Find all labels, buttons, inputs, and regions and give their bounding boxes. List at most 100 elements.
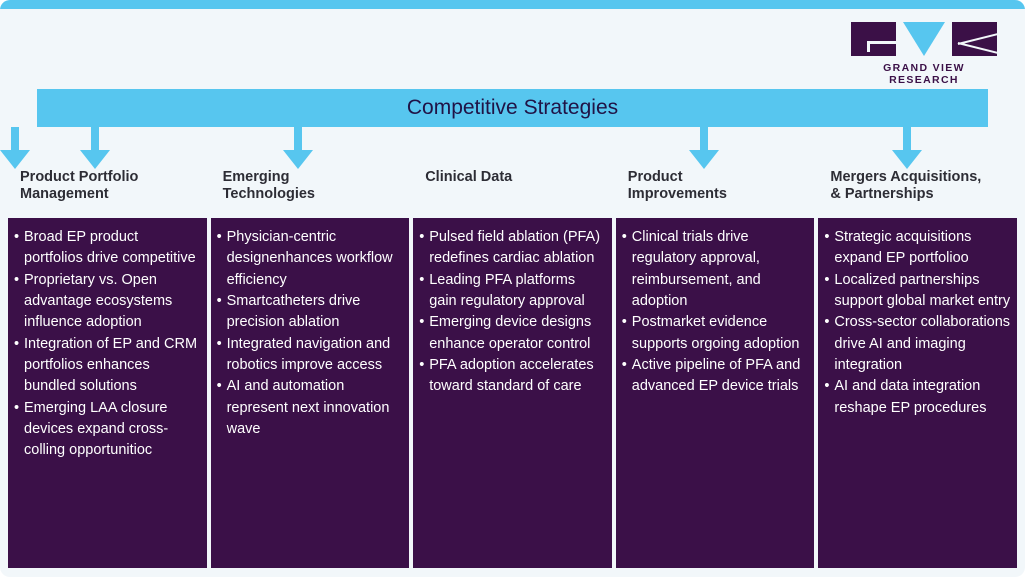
column-body: • Broad EP product portfolios drive compe… <box>8 218 207 568</box>
list-item: • Smartcatheters drive precision ablation <box>215 291 404 334</box>
bullet-dot: • <box>824 378 830 395</box>
bullet-dot: • <box>621 314 627 331</box>
column-emerging-technologies: Emerging Technologies • Physician-centric… <box>210 168 410 568</box>
column-product-improvements: Product Improvements • Clinical trials dr… <box>615 168 815 568</box>
bullet-list: • Strategic acquisitions expand EP portfo… <box>822 227 1011 419</box>
logo-letter-g <box>851 22 896 56</box>
list-item: • AI and data integration reshape EP proc… <box>822 376 1011 419</box>
logo-wordmark: GRAND VIEW RESEARCH <box>883 62 965 86</box>
column-header-line: Clinical Data <box>425 169 513 185</box>
column-header: Product Portfolio Management <box>8 168 207 218</box>
logo-marks <box>851 22 997 56</box>
down-arrow-connector-5 <box>892 127 922 169</box>
list-item: • Emerging device designs enhance operato… <box>417 312 606 355</box>
bullet-dot: • <box>621 229 627 245</box>
column-header: Product Improvements <box>616 168 815 218</box>
arrow-head <box>80 150 110 169</box>
bullet-dot: • <box>14 335 20 352</box>
list-item: • Physician-centric designenhances workfl… <box>215 227 404 291</box>
bullet-text: Localized partnerships support global ma… <box>834 271 1011 309</box>
strategy-columns: Product Portfolio Management • Broad EP p… <box>8 168 1017 568</box>
top-accent-bar <box>0 0 1025 9</box>
bullet-dot: • <box>419 229 425 245</box>
bullet-dot: • <box>14 399 20 416</box>
bullet-text: Leading PFA platforms gain regulatory ap… <box>429 271 585 309</box>
bullet-dot: • <box>14 271 20 288</box>
bullet-text: Physician-centric designenhances workflo… <box>226 229 393 288</box>
list-item: • Cross-sector collaborations drive AI an… <box>822 312 1011 376</box>
bullet-text: Emerging LAA closure devices expand cros… <box>24 399 169 459</box>
list-item: • Postmarket evidence supports orgoing ad… <box>620 312 809 355</box>
logo-g-bar <box>867 41 896 44</box>
bullet-text: Postmarket evidence supports orgoing ado… <box>631 314 800 352</box>
down-arrow-connector-3 <box>0 127 30 169</box>
column-header-line: Product Portfolio <box>20 169 139 185</box>
arrow-stem <box>903 127 911 151</box>
arrow-head <box>0 150 30 169</box>
bullet-list: • Pulsed field ablation (PFA) redefines c… <box>417 227 606 398</box>
column-body: • Pulsed field ablation (PFA) redefines c… <box>413 218 612 568</box>
column-clinical-data: Clinical Data • Pulsed field ablation (PF… <box>413 168 612 568</box>
column-header-line: Emerging <box>222 169 290 185</box>
down-arrow-connector-2 <box>283 127 313 169</box>
banner-title: Competitive Strategies <box>406 96 619 119</box>
bullet-text: PFA adoption accelerates toward standard… <box>429 356 594 395</box>
arrow-head <box>283 150 313 169</box>
bullet-text: Clinical trials drive regulatory approva… <box>631 229 761 309</box>
column-header: Clinical Data <box>413 168 612 218</box>
bullet-text: Cross-sector collaborations drive AI and… <box>834 314 1011 373</box>
column-body: • Strategic acquisitions expand EP portfo… <box>818 218 1017 568</box>
arrow-stem <box>91 127 99 151</box>
bullet-text: Integrated navigation and robotics impro… <box>226 335 391 373</box>
bullet-dot: • <box>419 356 425 373</box>
column-body: • Clinical trials drive regulatory approv… <box>615 218 815 568</box>
arrow-stem <box>294 127 302 151</box>
bullet-dot: • <box>216 229 222 245</box>
column-header: Emerging Technologies <box>211 168 410 218</box>
bullet-dot: • <box>824 229 830 245</box>
down-arrow-connector-1 <box>80 127 110 169</box>
list-item: • Integration of EP and CRM portfolios en… <box>12 334 201 398</box>
column-header-line: & Partnerships <box>830 186 934 203</box>
logo-letter-v-triangle <box>903 22 945 56</box>
column-header-line: Management <box>20 186 109 203</box>
bullet-text: Pulsed field ablation (PFA) redefines ca… <box>429 229 601 267</box>
column-header-line: Product <box>627 169 683 185</box>
bullet-text: Active pipeline of PFA and advanced EP d… <box>631 356 801 395</box>
competitive-strategies-banner: Competitive Strategies <box>37 89 988 127</box>
down-arrow-connector-4 <box>689 127 719 169</box>
list-item: • Integrated navigation and robotics impr… <box>215 334 404 377</box>
bullet-text: Strategic acquisitions expand EP portfol… <box>834 229 972 267</box>
list-item: • Localized partnerships support global m… <box>822 270 1011 313</box>
bullet-text: Integration of EP and CRM portfolios enh… <box>24 335 198 395</box>
arrow-connectors <box>0 127 1025 169</box>
bullet-list: • Broad EP product portfolios drive compe… <box>12 227 201 461</box>
column-header: Mergers Acquisitions, & Partnerships <box>818 168 1017 218</box>
bullet-dot: • <box>419 271 425 288</box>
list-item: • Strategic acquisitions expand EP portfo… <box>822 227 1011 270</box>
list-item: • Proprietary vs. Open advantage ecosyste… <box>12 270 201 334</box>
list-item: • Leading PFA platforms gain regulatory a… <box>417 270 606 313</box>
bullet-list: • Clinical trials drive regulatory approv… <box>620 227 809 398</box>
bullet-dot: • <box>216 335 222 352</box>
bullet-text: Broad EP product portfolios drive compet… <box>24 229 196 267</box>
grand-view-research-logo: GRAND VIEW RESEARCH <box>851 22 997 86</box>
bullet-list: • Physician-centric designenhances workfl… <box>215 227 404 440</box>
logo-g-stem <box>867 41 870 52</box>
bullet-dot: • <box>216 378 222 395</box>
list-item: • Active pipeline of PFA and advanced EP … <box>620 355 809 398</box>
logo-r-stroke-lower <box>957 32 997 45</box>
bullet-text: Proprietary vs. Open advantage ecosystem… <box>24 271 173 331</box>
list-item: • Broad EP product portfolios drive compe… <box>12 227 201 270</box>
bullet-dot: • <box>621 356 627 373</box>
bullet-dot: • <box>14 229 20 245</box>
arrow-stem <box>11 127 19 151</box>
logo-letter-r <box>952 22 997 56</box>
bullet-dot: • <box>824 271 830 288</box>
column-header-line: Improvements <box>627 186 727 203</box>
bullet-text: AI and automation represent next innovat… <box>226 378 390 437</box>
column-product-portfolio-management: Product Portfolio Management • Broad EP p… <box>8 168 207 568</box>
bullet-dot: • <box>824 314 830 331</box>
logo-r-stroke-upper <box>957 42 997 55</box>
